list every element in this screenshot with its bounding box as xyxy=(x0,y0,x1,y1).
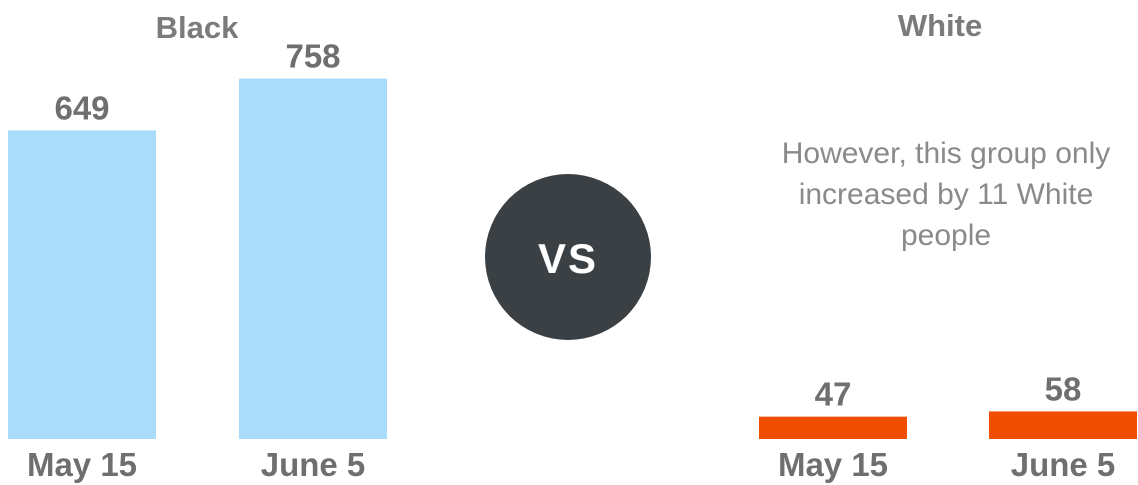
white-value-label-2: 58 xyxy=(1045,370,1082,407)
white-bars: 47 May 15 58 June 5 xyxy=(759,370,1137,483)
vs-circle xyxy=(485,174,651,340)
black-bar-2 xyxy=(239,78,387,440)
black-bar-1 xyxy=(8,130,156,439)
black-value-label-1: 649 xyxy=(54,89,109,126)
white-value-label-1: 47 xyxy=(815,376,852,413)
black-panel-title: Black xyxy=(156,10,239,45)
white-category-label-1: May 15 xyxy=(778,446,888,483)
white-category-label-2: June 5 xyxy=(1011,446,1116,483)
black-bars: 649 May 15 758 June 5 xyxy=(8,38,387,483)
white-panel: White However, this group only increased… xyxy=(759,8,1137,483)
black-category-label-1: May 15 xyxy=(27,446,137,483)
black-panel: Black 649 May 15 758 June 5 xyxy=(8,10,387,483)
vs-badge: VS xyxy=(485,174,651,340)
white-bar-1 xyxy=(759,416,907,439)
annotation-line-2: increased by 11 White xyxy=(799,178,1094,211)
black-category-label-2: June 5 xyxy=(261,446,366,483)
black-value-label-2: 758 xyxy=(285,38,340,75)
vs-label: VS xyxy=(538,235,598,282)
annotation-line-3: people xyxy=(901,219,991,252)
white-bar-2 xyxy=(989,411,1137,439)
white-panel-title: White xyxy=(898,8,982,43)
annotation-line-1: However, this group only xyxy=(782,137,1111,170)
